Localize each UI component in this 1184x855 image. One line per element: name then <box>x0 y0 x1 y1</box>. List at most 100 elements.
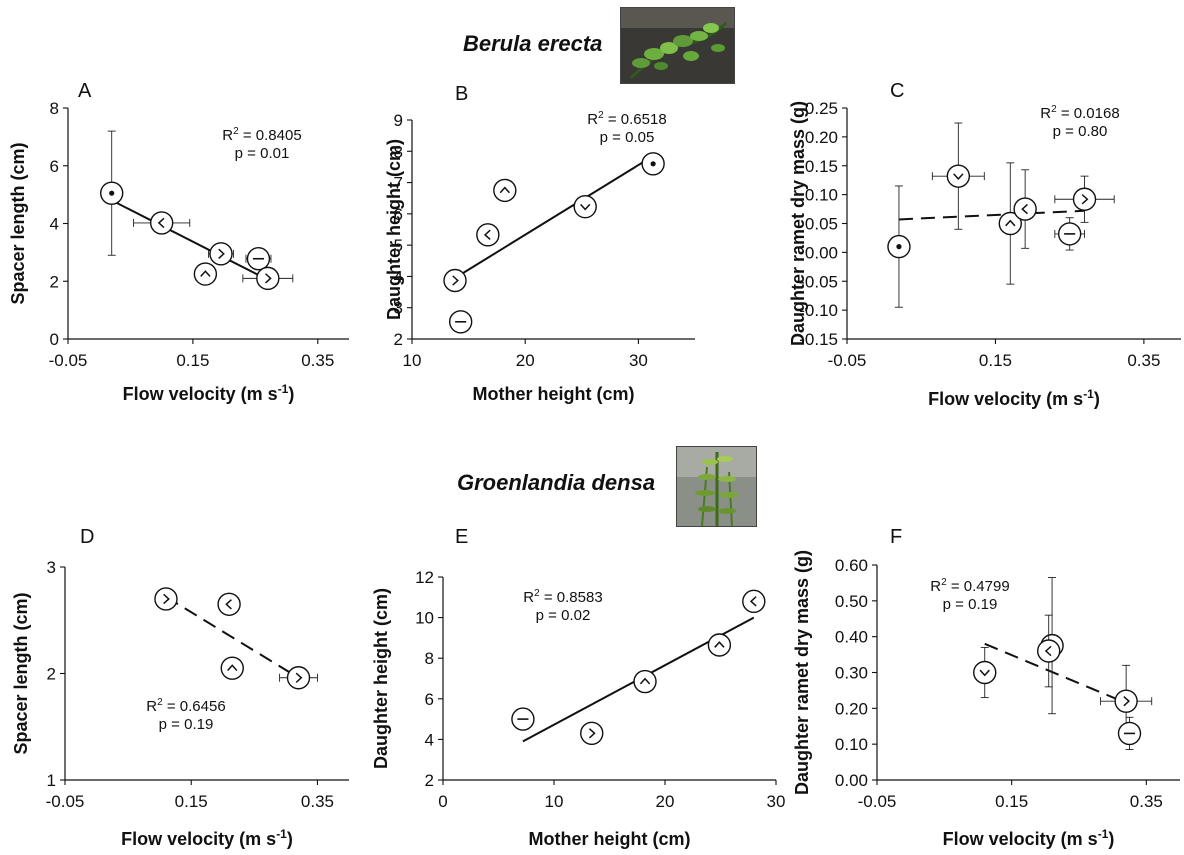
data-point <box>573 194 597 219</box>
data-point <box>1114 689 1138 713</box>
x-tick-label: 20 <box>656 792 675 811</box>
panel-b: B 2 3 4 5 6 7 8 9 10 20 30 Mother height (cm) Daughte… <box>384 83 695 404</box>
y-tick-label: 3 <box>47 558 56 577</box>
y-tick-label: 8 <box>394 142 403 161</box>
x-tick-label: 0.15 <box>995 792 1028 811</box>
x-tick-label: 10 <box>545 792 564 811</box>
panel-letter: D <box>80 526 94 548</box>
y-tick-label: 0.05 <box>805 215 838 234</box>
data-point-glyph <box>157 217 165 229</box>
data-point-glyph <box>639 677 651 685</box>
data-point <box>998 211 1022 236</box>
data-point-glyph <box>1021 203 1028 215</box>
data-point-glyph <box>295 672 303 683</box>
y-axis-label: Daughter height (cm) <box>384 139 404 320</box>
panel-letter: C <box>890 80 904 102</box>
y-tick-label: -0.15 <box>799 330 838 349</box>
y-tick-label: 0.30 <box>835 664 868 683</box>
x-axis-label: Mother height (cm) <box>529 829 691 849</box>
data-point-glyph <box>1005 219 1016 227</box>
data-point-glyph <box>499 186 510 194</box>
x-tick-label: 10 <box>403 351 422 370</box>
x-axis-label: Flow velocity (m s-1) <box>928 387 1100 409</box>
y-tick-label: 5 <box>394 236 403 255</box>
y-tick-label: 2 <box>50 272 59 291</box>
data-point <box>633 669 657 694</box>
x-tick-label: -0.05 <box>858 792 897 811</box>
panel-f: F 0.00 0.10 0.20 0.30 0.40 0.50 0.60 -0.05 0.15 0.… <box>792 526 1180 849</box>
y-tick-label: 8 <box>50 99 59 118</box>
fit-line <box>454 155 654 279</box>
data-point-glyph <box>714 641 725 648</box>
data-point-glyph <box>1123 695 1131 707</box>
data-point <box>1036 639 1061 663</box>
p-value-label: p = 0.80 <box>1053 123 1108 140</box>
species-title-bottom: Groenlandia densa <box>457 470 656 495</box>
data-point-glyph <box>979 669 990 677</box>
x-axis-label: Flow velocity (m s-1) <box>121 827 293 849</box>
data-point <box>493 178 517 203</box>
data-point-glyph <box>227 664 238 671</box>
x-tick-label: 0.15 <box>176 351 209 370</box>
fit-line <box>984 642 1127 704</box>
y-tick-label: 3 <box>394 299 403 318</box>
x-tick-label: 30 <box>767 792 786 811</box>
y-tick-label: -0.05 <box>799 272 838 291</box>
panel-letter: F <box>890 526 902 548</box>
y-tick-label: 4 <box>50 215 59 234</box>
x-tick-label: 0.35 <box>301 792 334 811</box>
y-tick-label: 12 <box>415 568 434 587</box>
y-tick-label: 4 <box>394 267 403 286</box>
x-tick-label: 20 <box>516 351 535 370</box>
x-tick-label: 30 <box>629 351 648 370</box>
y-tick-label: 2 <box>425 771 434 790</box>
data-point-glyph <box>953 173 964 181</box>
x-axis-label: Mother height (cm) <box>473 384 635 404</box>
y-tick-label: 0.25 <box>805 99 838 118</box>
x-tick-label: -0.05 <box>49 351 88 370</box>
y-tick-label: 2 <box>394 330 403 349</box>
berula-photo-image <box>621 8 734 83</box>
y-tick-label: 0.00 <box>835 771 868 790</box>
y-tick-label: 9 <box>394 111 403 130</box>
y-tick-label: 0.20 <box>835 699 868 718</box>
panel-a: A 0 2 4 6 8 -0.05 0.15 0.35 Flow velocity (m s-1)… <box>8 80 349 404</box>
fit-line <box>898 209 1085 221</box>
data-point <box>580 721 604 746</box>
data-point <box>217 592 241 616</box>
data-point-glyph <box>1081 194 1089 205</box>
y-tick-label: 6 <box>50 157 59 176</box>
y-tick-label: 6 <box>394 205 403 224</box>
data-point-glyph <box>452 275 459 286</box>
r-squared-label: R2 = 0.0168 <box>1040 104 1119 122</box>
r-squared-label: R2 = 0.8405 <box>222 126 301 144</box>
data-point-glyph <box>265 273 272 284</box>
y-tick-label: 2 <box>47 665 56 684</box>
data-point <box>209 242 233 266</box>
p-value-label: p = 0.19 <box>159 716 214 733</box>
data-point <box>220 656 244 680</box>
y-tick-label: 0.20 <box>805 128 838 147</box>
y-tick-label: 7 <box>394 174 403 193</box>
y-axis-label: Daughter ramet dry mass (g) <box>788 101 808 346</box>
y-tick-label: 10 <box>415 609 434 628</box>
x-axis-label: Flow velocity (m s-1) <box>943 827 1115 849</box>
y-axis-label: Spacer length (cm) <box>8 142 28 304</box>
p-value-label: p = 0.02 <box>536 607 591 624</box>
x-tick-label: -0.05 <box>828 351 867 370</box>
panel-letter: A <box>78 80 92 102</box>
data-point <box>154 587 178 611</box>
data-point-glyph <box>580 203 591 211</box>
species-title-top: Berula erecta <box>463 31 603 56</box>
data-point-glyph <box>483 229 491 240</box>
data-point-glyph <box>163 593 170 605</box>
panel-e: E 2 4 6 8 10 12 0 10 20 30 Mother height (cm) Daught… <box>371 526 785 849</box>
data-point-glyph <box>109 190 115 196</box>
y-tick-label: 0.60 <box>835 556 868 575</box>
panel-letter: E <box>455 526 468 548</box>
data-point-glyph <box>749 596 757 607</box>
data-point <box>286 666 311 690</box>
fit-line <box>165 595 300 679</box>
y-tick-label: 0.15 <box>805 157 838 176</box>
